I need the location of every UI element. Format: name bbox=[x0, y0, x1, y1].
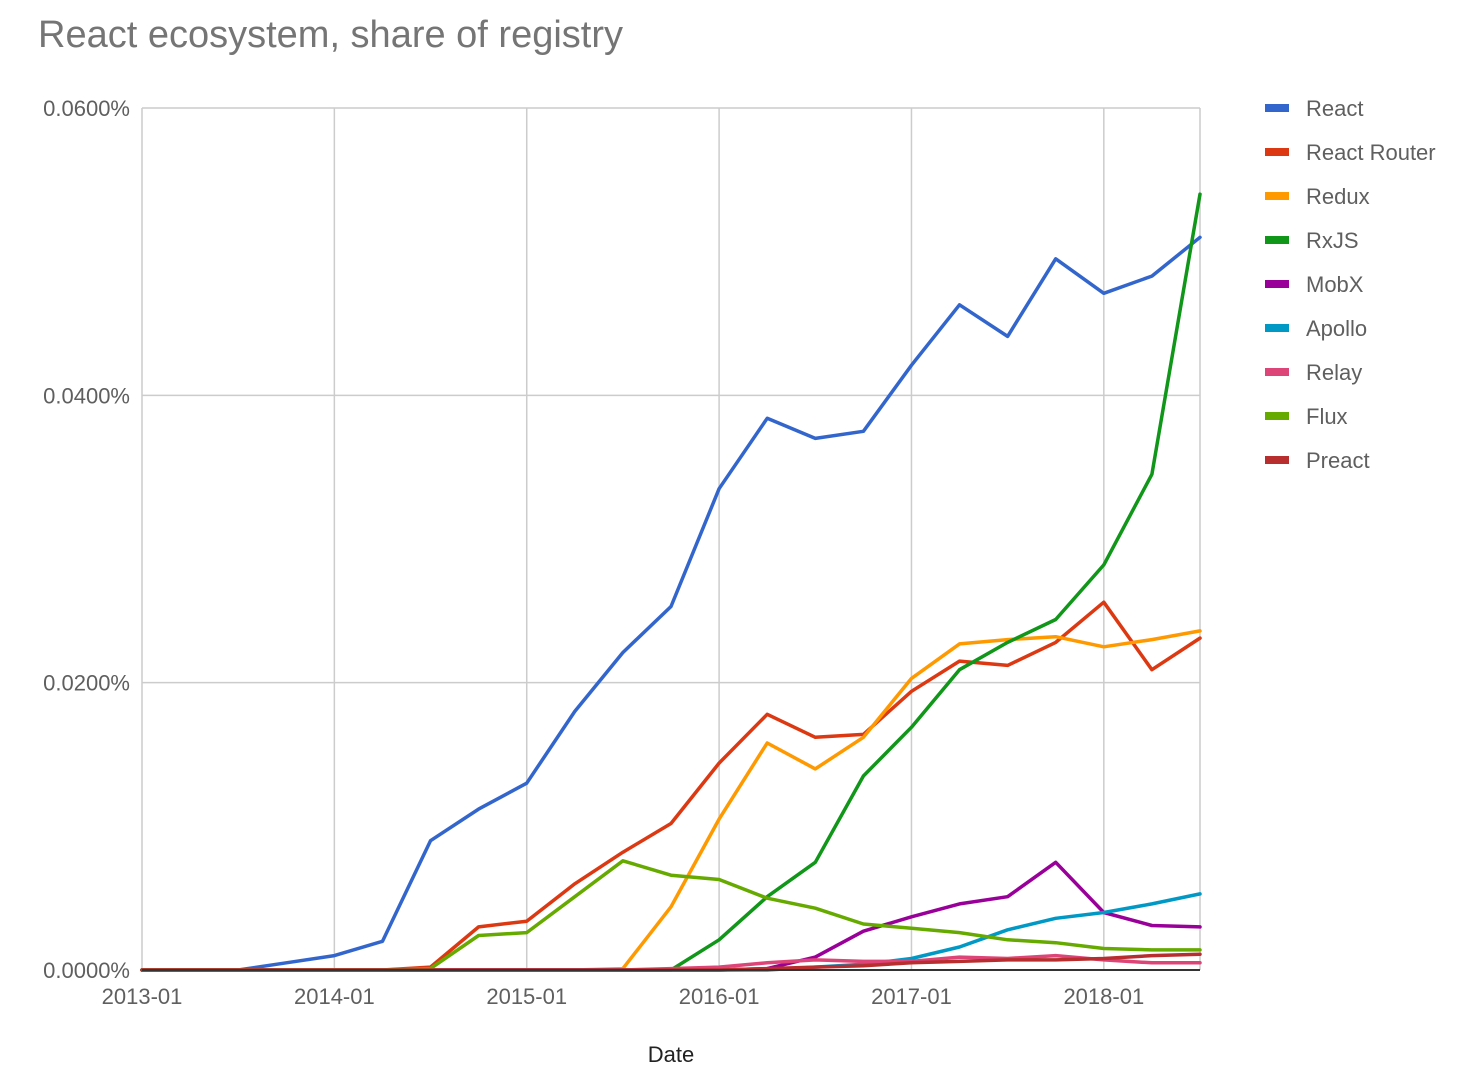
y-tick-label: 0.0600% bbox=[43, 96, 130, 121]
series-line-relay bbox=[140, 953, 1202, 972]
legend-swatch-preact bbox=[1265, 456, 1289, 464]
series-line-react-router bbox=[140, 600, 1202, 972]
x-tick-label: 2018-01 bbox=[1063, 984, 1144, 1009]
legend-label-relay: Relay bbox=[1306, 360, 1362, 385]
series-line-rxjs bbox=[140, 192, 1202, 972]
x-tick-label: 2013-01 bbox=[102, 984, 183, 1009]
legend-label-redux: Redux bbox=[1306, 184, 1370, 209]
legend-swatch-flux bbox=[1265, 412, 1289, 420]
legend-label-preact: Preact bbox=[1306, 448, 1370, 473]
y-tick-label: 0.0000% bbox=[43, 958, 130, 983]
legend-swatch-rxjs bbox=[1265, 236, 1289, 244]
legend-swatch-react-router bbox=[1265, 148, 1289, 156]
legend-swatch-apollo bbox=[1265, 324, 1289, 332]
legend-label-flux: Flux bbox=[1306, 404, 1348, 429]
x-tick-label: 2016-01 bbox=[679, 984, 760, 1009]
y-tick-label: 0.0400% bbox=[43, 383, 130, 408]
series-line-flux bbox=[140, 859, 1202, 972]
x-axis-title: Date bbox=[648, 1042, 694, 1067]
legend-swatch-mobx bbox=[1265, 280, 1289, 288]
y-tick-label: 0.0200% bbox=[43, 671, 130, 696]
legend-swatch-react bbox=[1265, 104, 1289, 112]
legend-label-apollo: Apollo bbox=[1306, 316, 1367, 341]
legend-label-mobx: MobX bbox=[1306, 272, 1364, 297]
x-tick-label: 2015-01 bbox=[486, 984, 567, 1009]
legend-swatch-redux bbox=[1265, 192, 1289, 200]
legend-label-react: React bbox=[1306, 96, 1363, 121]
legend-swatch-relay bbox=[1265, 368, 1289, 376]
legend-label-rxjs: RxJS bbox=[1306, 228, 1359, 253]
series-line-react bbox=[140, 235, 1202, 972]
series-line-mobx bbox=[140, 860, 1202, 972]
x-tick-label: 2017-01 bbox=[871, 984, 952, 1009]
x-tick-label: 2014-01 bbox=[294, 984, 375, 1009]
series-line-redux bbox=[140, 629, 1202, 972]
legend-label-react-router: React Router bbox=[1306, 140, 1436, 165]
chart-title: React ecosystem, share of registry bbox=[38, 14, 623, 56]
